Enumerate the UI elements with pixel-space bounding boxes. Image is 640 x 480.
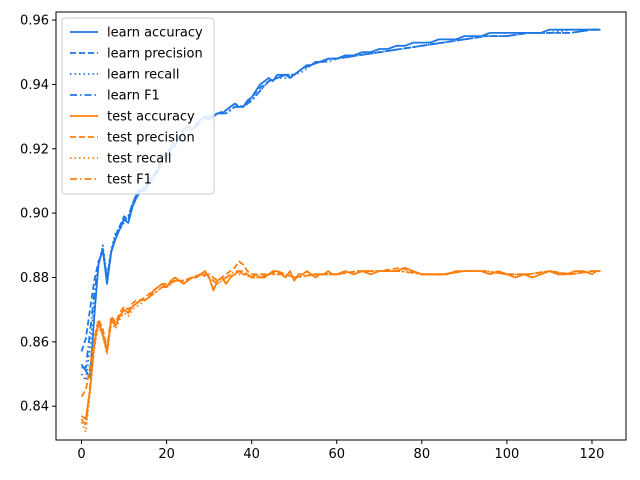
x-tick-label: 80 [414, 447, 431, 462]
y-axis: 0.84 0.86 0.88 0.90 0.92 0.94 0.96 [20, 14, 56, 415]
legend-label: learn recall [107, 68, 179, 83]
x-tick-label: 40 [243, 447, 260, 462]
legend-label: test accuracy [107, 110, 195, 125]
legend: learn accuracy learn precision learn recal… [61, 17, 215, 195]
y-tick-label: 0.96 [20, 14, 49, 29]
x-tick-label: 100 [494, 447, 519, 462]
series-line-test-precision [80, 260, 601, 398]
legend-label: learn precision [107, 47, 203, 62]
x-tick-label: 0 [77, 447, 85, 462]
y-tick-label: 0.86 [20, 335, 49, 350]
legend-label: learn accuracy [107, 26, 203, 41]
y-tick-label: 0.94 [20, 78, 49, 93]
x-tick-label: 20 [158, 447, 175, 462]
legend-label: learn F1 [107, 89, 160, 104]
x-tick-label: 60 [328, 447, 345, 462]
series-line-learn-f1 [81, 28, 601, 369]
y-tick-label: 0.84 [20, 400, 49, 415]
x-tick-label: 120 [580, 447, 605, 462]
legend-label: test recall [107, 152, 172, 167]
y-tick-label: 0.88 [20, 271, 49, 286]
plot-area-frame [55, 11, 627, 441]
y-tick-label: 0.90 [20, 207, 49, 222]
y-tick-label: 0.92 [20, 142, 49, 157]
series-line-test-f1 [80, 270, 601, 427]
x-axis: 0 20 40 60 80 100 120 [77, 440, 604, 462]
legend-label: test precision [107, 131, 195, 146]
legend-box [61, 17, 215, 195]
legend-label: test F1 [107, 173, 152, 188]
